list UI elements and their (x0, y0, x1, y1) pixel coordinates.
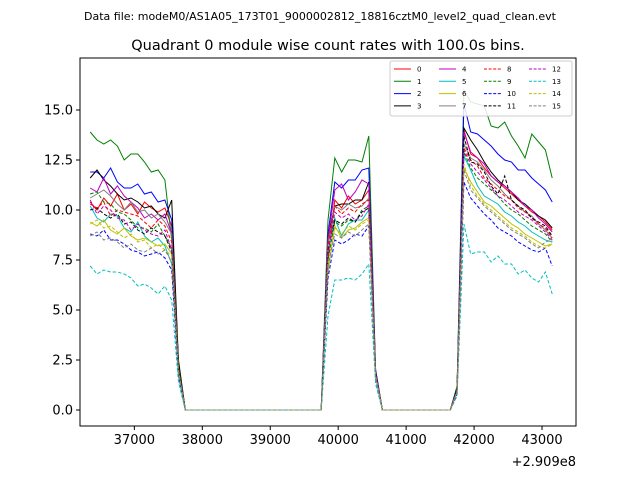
legend-label-15: 15 (552, 102, 561, 110)
series-line-8 (89, 146, 553, 411)
series-line-15 (89, 169, 553, 411)
chart-title: Quadrant 0 module wise count rates with … (131, 38, 525, 54)
x-tick-label: 39000 (250, 433, 291, 448)
legend-label-3: 3 (417, 102, 421, 110)
series-line-12 (89, 149, 553, 411)
chart-suptitle: Data file: modeM0/AS1A05_173T01_90000028… (84, 10, 557, 23)
y-tick-label: 0.0 (52, 404, 73, 419)
y-tick-label: 10.0 (44, 204, 73, 219)
legend-label-14: 14 (552, 90, 561, 98)
legend-label-12: 12 (552, 66, 561, 74)
legend-label-8: 8 (507, 66, 511, 74)
series-line-7 (89, 143, 553, 411)
legend-frame (389, 60, 573, 117)
series-line-5 (89, 155, 553, 411)
series-line-3 (89, 126, 553, 411)
legend-label-0: 0 (417, 66, 421, 74)
legend-label-6: 6 (462, 90, 467, 98)
legend-label-1: 1 (417, 78, 421, 86)
x-tick-label: 37000 (114, 433, 155, 448)
legend-label-7: 7 (462, 102, 466, 110)
series-line-1 (89, 88, 553, 411)
x-tick-label: 43000 (521, 433, 562, 448)
legend-label-2: 2 (417, 90, 421, 98)
legend-label-5: 5 (462, 78, 466, 86)
series-line-11 (90, 135, 553, 411)
x-tick-label: 42000 (453, 433, 494, 448)
legend-label-11: 11 (507, 102, 516, 110)
y-tick-label: 5.0 (52, 304, 73, 319)
y-tick-label: 12.5 (44, 154, 73, 169)
y-tick-label: 7.5 (52, 254, 73, 269)
series-line-13 (89, 223, 553, 411)
series-line-9 (90, 151, 553, 411)
x-tick-label: 38000 (182, 433, 223, 448)
series-line-2 (90, 103, 553, 411)
x-tick-label: 41000 (385, 433, 426, 448)
x-offset-label: +2.909e8 (512, 455, 576, 470)
series-line-4 (89, 131, 553, 411)
y-tick-label: 15.0 (44, 104, 73, 119)
series-line-14 (89, 163, 553, 411)
plot-area-frame (79, 57, 577, 427)
y-tick-label: 2.5 (52, 354, 73, 369)
x-tick-label: 40000 (318, 433, 359, 448)
legend-label-10: 10 (507, 90, 516, 98)
legend-label-13: 13 (552, 78, 561, 86)
legend-label-4: 4 (462, 66, 467, 74)
legend-label-9: 9 (507, 78, 511, 86)
